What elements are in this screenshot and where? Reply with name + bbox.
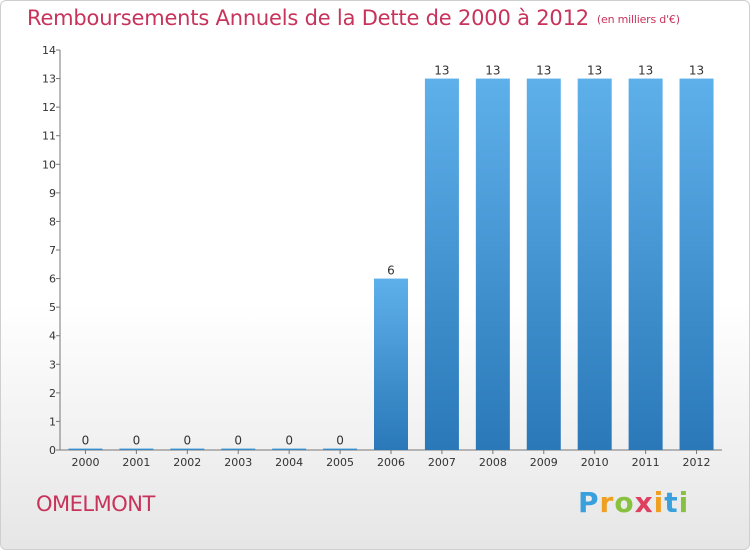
bar-value-label: 0 xyxy=(82,434,90,448)
bar xyxy=(170,448,205,450)
bar xyxy=(526,78,561,451)
chart-value-labels: 0 0 0 0 0 0 6 13 13 13 13 13 13 xyxy=(82,64,705,448)
y-tick-label: 2 xyxy=(49,387,56,400)
x-tick-label: 2003 xyxy=(224,456,252,469)
bar xyxy=(374,278,408,450)
brand-logo: Proxiti xyxy=(578,486,690,519)
y-tick-label: 13 xyxy=(42,73,56,86)
bar-value-label: 13 xyxy=(485,64,500,78)
x-tick-label: 2004 xyxy=(275,456,303,469)
bar-value-label: 13 xyxy=(638,64,653,78)
bar xyxy=(628,78,663,451)
bar xyxy=(119,448,154,450)
bar-value-label: 0 xyxy=(234,434,242,448)
chart-unit: (en milliers d'€) xyxy=(596,13,680,26)
bar xyxy=(221,448,256,450)
chart-bars xyxy=(68,78,714,451)
bar-value-label: 13 xyxy=(536,64,551,78)
x-tick-label: 2000 xyxy=(71,456,99,469)
x-tick-label: 2009 xyxy=(530,456,558,469)
bar xyxy=(272,448,307,450)
bar-value-label: 6 xyxy=(387,264,395,278)
y-tick-label: 9 xyxy=(49,187,56,200)
y-tick-label: 4 xyxy=(49,330,56,343)
bar-value-label: 0 xyxy=(285,434,293,448)
x-tick-label: 2010 xyxy=(581,456,609,469)
x-tick-label: 2011 xyxy=(632,456,660,469)
bar xyxy=(323,448,358,450)
x-tick-label: 2006 xyxy=(377,456,405,469)
bar-value-label: 13 xyxy=(689,64,704,78)
y-tick-label: 5 xyxy=(49,301,56,314)
y-tick-label: 1 xyxy=(49,415,56,428)
bar-value-label: 0 xyxy=(336,434,344,448)
bar-value-label: 13 xyxy=(434,64,449,78)
bar xyxy=(577,78,612,451)
y-tick-label: 14 xyxy=(42,44,56,57)
bar xyxy=(679,78,714,451)
bar xyxy=(68,448,103,450)
bar-value-label: 0 xyxy=(133,434,141,448)
y-tick-label: 11 xyxy=(42,130,56,143)
y-tick-label: 7 xyxy=(49,244,56,257)
y-tick-label: 12 xyxy=(42,101,56,114)
bar-value-label: 13 xyxy=(587,64,602,78)
chart-title: Remboursements Annuels de la Dette de 20… xyxy=(27,6,680,30)
y-tick-label: 6 xyxy=(49,273,56,286)
y-tick-label: 10 xyxy=(42,158,56,171)
x-tick-label: 2005 xyxy=(326,456,354,469)
x-tick-label: 2008 xyxy=(479,456,507,469)
x-tick-label: 2012 xyxy=(683,456,711,469)
y-tick-label: 3 xyxy=(49,358,56,371)
x-tick-label: 2001 xyxy=(122,456,150,469)
x-tick-label: 2002 xyxy=(173,456,201,469)
bar xyxy=(475,78,510,451)
y-tick-label: 8 xyxy=(49,215,56,228)
commune-name: OMELMONT xyxy=(36,492,155,516)
x-tick-label: 2007 xyxy=(428,456,456,469)
bar-value-label: 0 xyxy=(183,434,191,448)
y-tick-label: 0 xyxy=(49,444,56,457)
bar xyxy=(424,78,459,451)
chart-title-text: Remboursements Annuels de la Dette de 20… xyxy=(27,6,589,30)
